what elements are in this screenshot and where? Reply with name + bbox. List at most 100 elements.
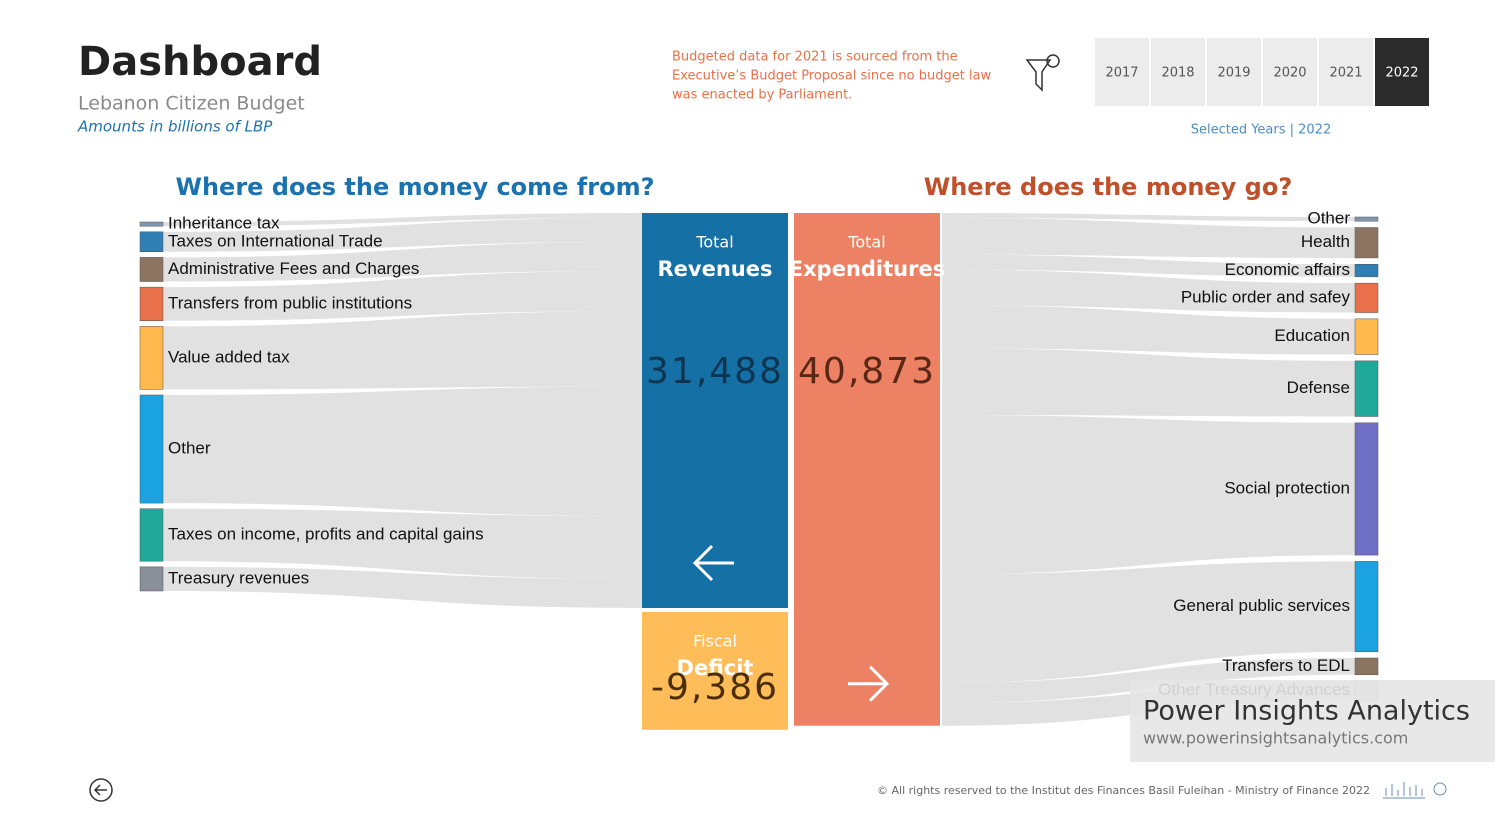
flow — [942, 213, 1355, 222]
flow — [163, 213, 642, 227]
flow — [942, 218, 1355, 258]
deficit-name: Deficit — [677, 656, 754, 680]
source-label: Administrative Fees and Charges — [168, 259, 419, 278]
source-node — [139, 221, 164, 227]
use-node — [1354, 657, 1379, 676]
use-label: Other — [1307, 209, 1350, 228]
year-slicer: 2017 2018 2019 2020 2021 2022 — [1095, 38, 1429, 106]
use-node — [1354, 561, 1379, 652]
source-node — [139, 508, 164, 562]
use-label: Health — [1301, 232, 1350, 251]
flow — [942, 348, 1355, 417]
watermark-name: Power Insights Analytics — [1143, 696, 1470, 727]
year-button[interactable] — [1151, 38, 1205, 106]
source-node — [139, 326, 164, 390]
source-node — [139, 394, 164, 504]
flow — [163, 241, 642, 282]
filter-x — [1046, 54, 1060, 68]
units: Amounts in billions of LBP — [77, 118, 273, 136]
back-arrow — [93, 784, 107, 796]
watermark: Power Insights Analytics www.powerinsigh… — [1130, 680, 1495, 762]
source-label: Value added tax — [168, 347, 290, 366]
use-label: Economic affairs — [1225, 260, 1350, 279]
source-node — [139, 231, 164, 253]
back-button[interactable] — [89, 778, 113, 802]
flow — [163, 270, 642, 321]
use-label: Transfers to EDL — [1222, 656, 1350, 675]
year-button[interactable] — [1095, 38, 1149, 106]
use-label: Public order and safey — [1181, 287, 1351, 306]
flow — [163, 218, 642, 252]
source-node — [139, 286, 164, 321]
note-line: Executive’s Budget Proposal since no bud… — [672, 69, 992, 84]
flow — [942, 254, 1355, 277]
note-line: Budgeted data for 2021 is sourced from t… — [672, 50, 958, 65]
selected-years: Selected Years | 2022 — [1191, 123, 1332, 138]
flow — [163, 311, 642, 390]
flow — [942, 561, 1355, 683]
flow — [163, 566, 642, 608]
arrow — [692, 544, 734, 582]
year-label: 2018 — [1161, 66, 1194, 81]
left-title: Where does the money come from? — [176, 173, 655, 201]
source-label: Inheritance tax — [168, 214, 280, 233]
arrow — [848, 665, 890, 702]
year-label: 2017 — [1105, 66, 1138, 81]
note-line: was enacted by Parliament. — [672, 88, 852, 103]
deficit-value: -9,386 — [651, 667, 779, 708]
logo-mark — [1433, 782, 1447, 796]
use-node — [1354, 360, 1379, 417]
source-label: Other — [168, 439, 211, 458]
source-label: Taxes on income, profits and capital gai… — [168, 524, 484, 543]
use-label: Defense — [1287, 378, 1350, 397]
footer: © All rights reserved to the Institut de… — [877, 784, 1370, 797]
title: Dashboard — [78, 39, 322, 85]
watermark-url: www.powerinsightsanalytics.com — [1143, 729, 1408, 748]
source-node — [139, 257, 164, 282]
deficit-box — [642, 612, 788, 730]
use-label: General public services — [1173, 596, 1350, 615]
year-button[interactable] — [1319, 38, 1373, 106]
revenues-value: 31,488 — [646, 351, 784, 392]
expenditures-value: 40,873 — [798, 351, 936, 392]
year-button[interactable] — [1375, 38, 1429, 106]
expenditures-label: Total — [847, 233, 885, 252]
expenditures-box — [794, 213, 940, 726]
use-node — [1354, 216, 1379, 222]
flow — [942, 415, 1355, 575]
clear-filter[interactable] — [1025, 54, 1060, 92]
year-button[interactable] — [1207, 38, 1261, 106]
watermark-box — [1130, 680, 1495, 762]
use-node — [1354, 282, 1379, 313]
flow — [163, 508, 642, 580]
use-node — [1354, 422, 1379, 556]
revenues-name: Revenues — [658, 257, 773, 281]
deficit-label: Fiscal — [693, 632, 737, 651]
year-label: 2022 — [1385, 66, 1418, 81]
source-label: Treasury revenues — [168, 568, 309, 587]
year-label: 2021 — [1329, 66, 1362, 81]
revenues-label: Total — [695, 233, 733, 252]
filter-icon — [1025, 59, 1052, 92]
use-label: Education — [1274, 326, 1350, 345]
flow — [942, 305, 1355, 355]
source-label: Transfers from public institutions — [168, 293, 412, 312]
year-label: 2019 — [1217, 66, 1250, 81]
year-button[interactable] — [1263, 38, 1317, 106]
expenditures-name: Expenditures — [789, 257, 945, 281]
source-label: Taxes on International Trade — [168, 231, 383, 250]
source-node — [139, 566, 164, 592]
revenues-box — [642, 213, 788, 608]
back-circle — [89, 778, 113, 802]
note: Budgeted data for 2021 is sourced from t… — [672, 50, 992, 103]
right-title: Where does the money go? — [924, 173, 1293, 201]
use-label: Social protection — [1224, 478, 1350, 497]
use-node — [1354, 264, 1379, 278]
flow — [942, 269, 1355, 313]
use-node — [1354, 227, 1379, 259]
flow — [163, 386, 642, 517]
logo-bars — [1383, 782, 1425, 799]
